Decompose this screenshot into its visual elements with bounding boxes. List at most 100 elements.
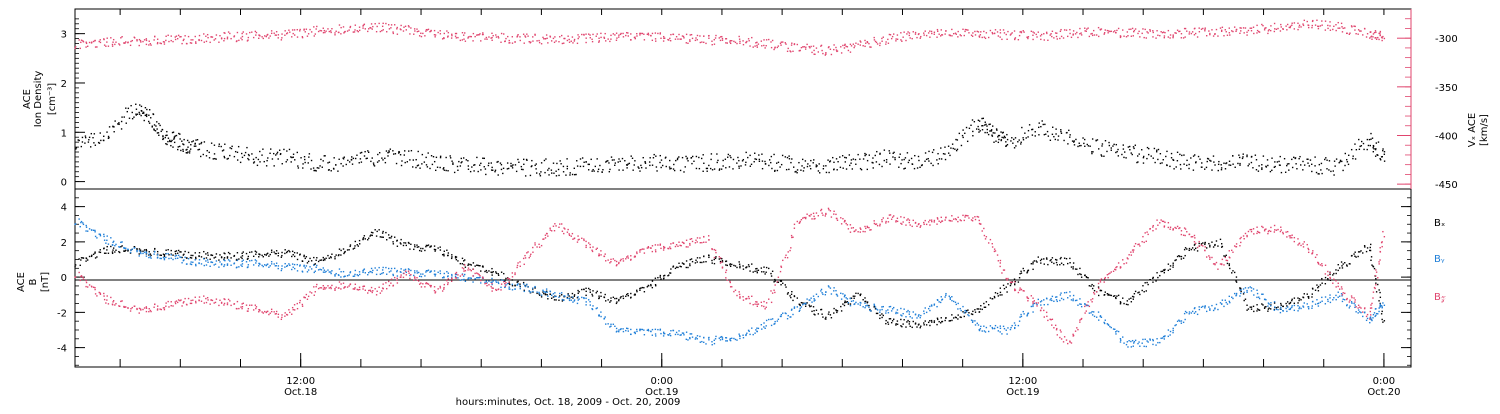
density-point xyxy=(844,157,845,158)
density-point xyxy=(1375,156,1376,157)
bx-point xyxy=(371,232,372,233)
bx-point xyxy=(486,270,487,271)
bx-point xyxy=(413,249,414,250)
data-marks-group xyxy=(74,20,1385,348)
by-point xyxy=(1092,314,1093,315)
bx-point xyxy=(1134,293,1135,294)
vx-point xyxy=(1118,28,1119,29)
by-point xyxy=(938,301,939,302)
vx-point xyxy=(302,36,303,37)
vx-point xyxy=(1325,29,1326,30)
vx-point xyxy=(121,36,122,37)
vx-point xyxy=(1329,25,1330,26)
vx-point xyxy=(344,31,345,32)
by-point xyxy=(228,259,229,260)
density-point xyxy=(191,141,192,142)
bx-point xyxy=(491,268,492,269)
density-point xyxy=(796,172,797,173)
by-point xyxy=(966,311,967,312)
bx-point xyxy=(1185,247,1186,248)
vx-point xyxy=(893,33,894,34)
density-point xyxy=(591,170,592,171)
vx-point xyxy=(559,36,560,37)
vx-point xyxy=(679,38,680,39)
by-point xyxy=(1081,306,1082,307)
by-point xyxy=(273,263,274,264)
by-point xyxy=(813,295,814,296)
by-point xyxy=(1304,302,1305,303)
bx-point xyxy=(891,322,892,323)
by-point xyxy=(1354,304,1355,305)
by-point xyxy=(860,304,861,305)
bx-point xyxy=(456,256,457,257)
vx-point xyxy=(931,31,932,32)
bx-point xyxy=(340,250,341,251)
by-point xyxy=(261,265,262,266)
vx-point xyxy=(1307,21,1308,22)
vx-point xyxy=(240,37,241,38)
vx-point xyxy=(650,35,651,36)
by-point xyxy=(902,313,903,314)
density-point xyxy=(1384,160,1385,161)
by-point xyxy=(564,295,565,296)
vx-point xyxy=(1032,31,1033,32)
by-point xyxy=(153,253,154,254)
by-point xyxy=(353,276,354,277)
bx-point xyxy=(344,251,345,252)
bx-point xyxy=(1329,274,1330,275)
vx-point xyxy=(462,39,463,40)
top-right-tick-label: -450 xyxy=(1435,180,1458,191)
density-point xyxy=(987,129,988,130)
by-point xyxy=(416,270,417,271)
density-point xyxy=(1201,166,1202,167)
vx-point xyxy=(1175,32,1176,33)
bx-point xyxy=(925,320,926,321)
by-point xyxy=(1339,296,1340,297)
bx-point xyxy=(1170,265,1171,266)
density-point xyxy=(1067,143,1068,144)
bx-point xyxy=(668,274,669,275)
by-point xyxy=(1094,316,1095,317)
by-point xyxy=(1130,341,1131,342)
by-point xyxy=(790,316,791,317)
bx-point xyxy=(825,317,826,318)
vx-point xyxy=(207,37,208,38)
bx-point xyxy=(703,261,704,262)
vx-point xyxy=(370,27,371,28)
vx-point xyxy=(616,40,617,41)
by-point xyxy=(1234,293,1235,294)
vx-point xyxy=(177,38,178,39)
density-point xyxy=(669,166,670,167)
density-point xyxy=(823,168,824,169)
by-point xyxy=(1303,306,1304,307)
vx-point xyxy=(476,34,477,35)
bz-point xyxy=(82,277,83,278)
vx-point xyxy=(386,31,387,32)
density-point xyxy=(932,152,933,153)
by-point xyxy=(1194,307,1195,308)
by-point xyxy=(920,317,921,318)
density-point xyxy=(512,167,513,168)
by-point xyxy=(816,294,817,295)
vx-point xyxy=(425,30,426,31)
bz-point xyxy=(176,300,177,301)
vx-point xyxy=(297,36,298,37)
density-point xyxy=(1218,170,1219,171)
vx-point xyxy=(91,42,92,43)
density-point xyxy=(785,156,786,157)
bx-point xyxy=(982,309,983,310)
by-point xyxy=(714,343,715,344)
bx-point xyxy=(906,321,907,322)
vx-point xyxy=(112,41,113,42)
by-point xyxy=(711,341,712,342)
by-point xyxy=(213,264,214,265)
bx-point xyxy=(1021,272,1022,273)
density-point xyxy=(732,168,733,169)
bx-point xyxy=(1098,295,1099,296)
bx-point xyxy=(83,257,84,258)
by-point xyxy=(1229,302,1230,303)
by-point xyxy=(956,304,957,305)
bx-point xyxy=(343,248,344,249)
vx-point xyxy=(241,39,242,40)
by-point xyxy=(1071,299,1072,300)
